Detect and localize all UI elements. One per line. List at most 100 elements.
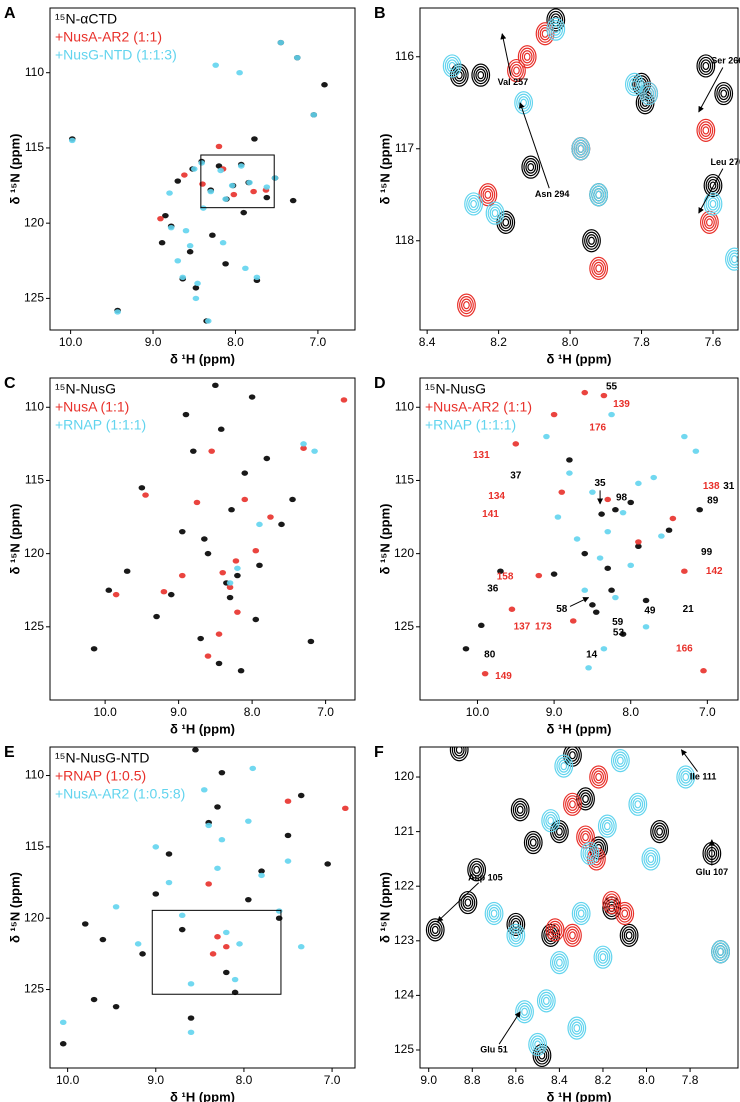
peak-contour xyxy=(589,183,609,207)
peak xyxy=(543,433,550,440)
legend-entry: ¹⁵N-αCTD xyxy=(55,11,117,27)
peak xyxy=(198,160,205,166)
x-axis-label: δ ¹H (ppm) xyxy=(170,1089,235,1102)
peak-contour xyxy=(571,137,591,161)
peak xyxy=(600,646,608,652)
peak xyxy=(215,631,223,637)
peak-contour xyxy=(602,890,622,915)
peak xyxy=(619,509,627,516)
annotation: 14 xyxy=(586,649,598,660)
peak xyxy=(635,543,642,550)
panel-label: C xyxy=(4,375,16,392)
annotation: 142 xyxy=(706,566,723,577)
x-tick-label: 8.0 xyxy=(236,1073,253,1087)
peak xyxy=(59,1041,67,1047)
peak xyxy=(250,188,257,195)
x-tick-label: 8.0 xyxy=(244,705,261,719)
peak xyxy=(187,1015,195,1021)
peak xyxy=(512,441,520,447)
peak-contour xyxy=(554,754,574,778)
x-axis-label: δ ¹H (ppm) xyxy=(547,351,612,366)
y-tick-label: 110 xyxy=(25,399,44,413)
peak xyxy=(642,624,650,630)
y-axis-label: δ ¹⁵N (ppm) xyxy=(7,133,22,204)
peak xyxy=(592,609,600,615)
peak xyxy=(585,665,592,671)
peak xyxy=(284,858,292,864)
x-tick-label: 10.0 xyxy=(56,1073,80,1087)
spectrum xyxy=(442,8,738,317)
annotation: Glu 107 xyxy=(696,867,729,877)
peak-contour xyxy=(545,918,565,942)
annotation: 89 xyxy=(707,496,719,507)
peak xyxy=(237,163,245,169)
peak xyxy=(190,166,198,172)
annotation-arrow xyxy=(436,882,480,923)
peak xyxy=(219,240,227,246)
peak xyxy=(217,426,225,432)
peak xyxy=(258,868,265,874)
peak-contour xyxy=(703,173,723,198)
x-tick-label: 7.6 xyxy=(705,335,722,349)
peak-contour xyxy=(546,17,566,41)
peak xyxy=(307,638,315,645)
peak xyxy=(535,572,543,579)
peak xyxy=(550,571,558,577)
y-tick-label: 120 xyxy=(394,769,414,783)
annotation: 35 xyxy=(595,478,607,489)
x-tick-label: 8.4 xyxy=(551,1073,568,1087)
annotation: 131 xyxy=(473,450,490,461)
y-tick-label: 115 xyxy=(395,473,414,487)
x-tick-label: 10.0 xyxy=(466,705,490,719)
peak xyxy=(112,1003,120,1010)
peak xyxy=(223,944,230,950)
peak-contour xyxy=(696,54,716,78)
spectrum xyxy=(462,389,707,677)
peak-contour xyxy=(523,830,543,855)
annotation-arrow xyxy=(698,67,724,113)
peak xyxy=(205,881,212,887)
peak xyxy=(231,976,239,983)
legend-entry: ¹⁵N-NusG xyxy=(55,381,116,397)
y-tick-label: 125 xyxy=(394,1042,414,1056)
peak xyxy=(204,653,212,659)
peak xyxy=(248,394,256,400)
peak xyxy=(134,941,142,947)
x-tick-label: 9.0 xyxy=(420,1073,437,1087)
peak xyxy=(214,934,221,940)
peak xyxy=(153,613,160,620)
peak xyxy=(310,112,318,118)
plot-frame xyxy=(419,7,739,331)
x-tick-label: 7.0 xyxy=(324,1073,341,1087)
annotation: 173 xyxy=(535,621,552,632)
x-tick-label: 9.0 xyxy=(145,335,162,349)
peak xyxy=(112,904,120,910)
peak xyxy=(573,536,581,542)
annotation: 166 xyxy=(676,643,693,654)
peak xyxy=(608,587,615,593)
peak xyxy=(253,274,261,281)
panel: 10.0 9.0 8.0 7.0 110 115 120 125 δ ¹H (ppm) δ ¹⁵N… xyxy=(4,744,356,1102)
peak-contour xyxy=(696,118,716,142)
peak xyxy=(550,411,558,418)
peak xyxy=(321,82,328,88)
peak-contour xyxy=(457,293,476,317)
plot-frame xyxy=(49,7,356,331)
peak xyxy=(589,489,596,495)
y-tick-label: 124 xyxy=(394,988,414,1002)
peak xyxy=(241,470,249,476)
peak xyxy=(223,969,230,976)
peak-contour xyxy=(442,54,462,78)
peak xyxy=(242,265,249,272)
annotation: Ile 111 xyxy=(690,771,717,781)
peak-contour xyxy=(641,847,661,871)
peak xyxy=(256,562,263,569)
annotation-arrow xyxy=(500,33,512,76)
peak xyxy=(251,136,258,142)
peak xyxy=(284,798,292,804)
peak xyxy=(182,227,190,234)
peak xyxy=(181,172,188,178)
x-tick-label: 7.0 xyxy=(317,705,334,719)
annotation: 98 xyxy=(616,493,628,504)
peak-contour xyxy=(567,1016,587,1040)
